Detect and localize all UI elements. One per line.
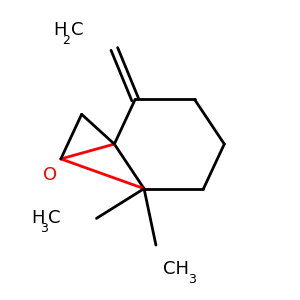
Text: 3: 3 [188, 273, 196, 286]
Text: H: H [53, 21, 67, 39]
Text: 3: 3 [40, 222, 48, 235]
Text: C: C [48, 209, 61, 227]
Text: H: H [31, 209, 45, 227]
Text: C: C [70, 21, 83, 39]
Text: O: O [44, 166, 58, 184]
Text: CH: CH [164, 260, 189, 278]
Text: 2: 2 [62, 34, 70, 46]
